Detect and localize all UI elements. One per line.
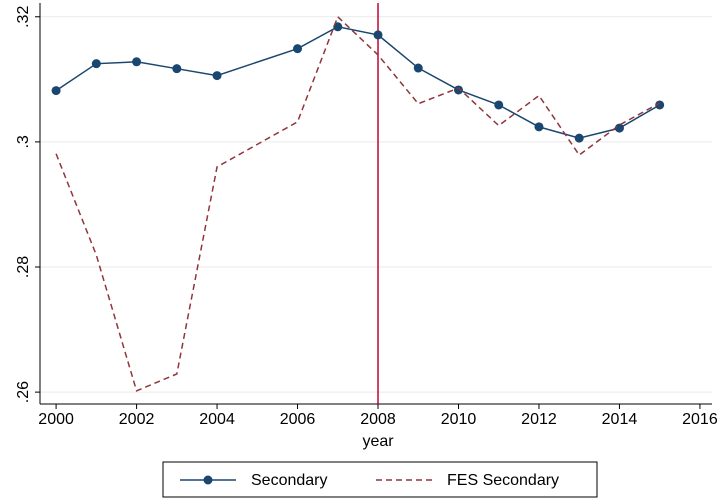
- x-tick-label: 2012: [521, 411, 557, 428]
- x-tick-label: 2016: [682, 411, 718, 428]
- legend-label: Secondary: [251, 472, 328, 489]
- point: [655, 100, 665, 110]
- y-tick-label: .32: [15, 6, 32, 28]
- x-tick-label: 2010: [441, 411, 477, 428]
- y-tick-label: .28: [15, 256, 32, 278]
- x-tick-label: 2000: [38, 411, 74, 428]
- point: [172, 64, 182, 74]
- point: [91, 59, 101, 69]
- y-tick-label: .26: [15, 381, 32, 403]
- point: [614, 123, 624, 133]
- series-line: [55, 15, 661, 392]
- point: [293, 44, 303, 54]
- point: [132, 57, 142, 67]
- x-axis-label: year: [362, 433, 394, 450]
- point: [534, 122, 544, 132]
- x-tick-label: 2014: [602, 411, 638, 428]
- point: [494, 100, 504, 110]
- legend-marker: [203, 475, 213, 485]
- x-tick-label: 2004: [199, 411, 235, 428]
- y-tick-label: .3: [15, 135, 32, 148]
- x-tick-label: 2006: [280, 411, 316, 428]
- point: [453, 85, 463, 95]
- legend-label: FES Secondary: [447, 472, 559, 489]
- point: [51, 86, 61, 96]
- point: [373, 30, 383, 40]
- x-tick-label: 2008: [360, 411, 396, 428]
- point: [212, 71, 222, 81]
- point: [413, 63, 423, 73]
- x-tick-label: 2002: [119, 411, 155, 428]
- point: [574, 133, 584, 143]
